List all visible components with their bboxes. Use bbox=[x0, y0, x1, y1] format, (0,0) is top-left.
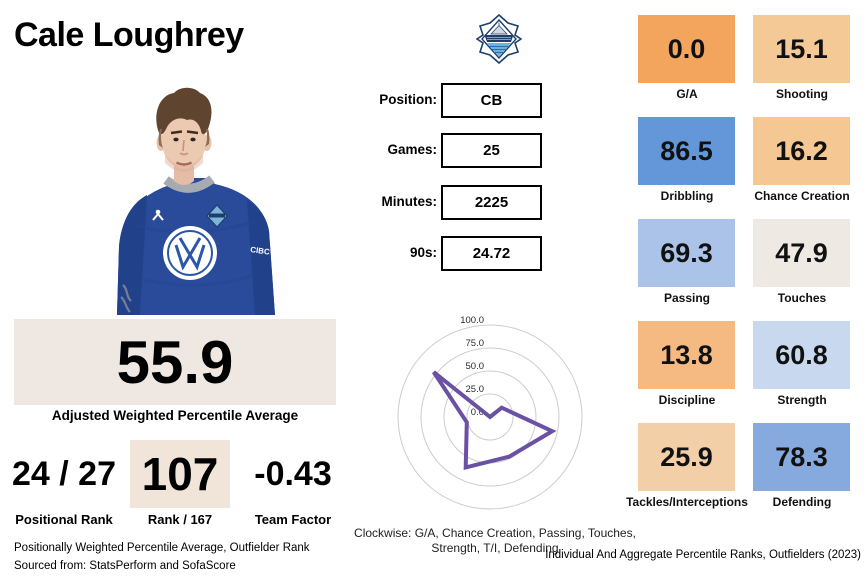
radar-ring-label: 25.0 bbox=[466, 384, 485, 395]
rank-label: Positional Rank bbox=[15, 512, 113, 527]
info-field-label: Games: bbox=[387, 142, 437, 157]
stat-tile-shooting: 15.1 Shooting bbox=[753, 15, 850, 111]
page-title: Cale Loughrey bbox=[14, 16, 244, 54]
rank-value: 107 bbox=[130, 440, 230, 508]
radar-caption-line1: Clockwise: G/A, Chance Creation, Passing… bbox=[354, 526, 636, 540]
info-field-minutes: Minutes: 2225 bbox=[0, 185, 560, 220]
rank-col-team-factor: -0.43 Team Factor bbox=[238, 440, 348, 536]
stat-tile-value: 69.3 bbox=[638, 219, 735, 287]
rank-summary-row: 24 / 27 Positional Rank 107 Rank / 167 -0.43… bbox=[0, 440, 360, 536]
rank-value: -0.43 bbox=[254, 454, 332, 493]
player-photo: CIBC bbox=[95, 85, 320, 315]
radar-caption-line2: Strength, T/I, Defending bbox=[431, 541, 559, 555]
info-field-games: Games: 25 bbox=[0, 133, 560, 168]
footer-methodology-text: Positionally Weighted Percentile Average… bbox=[14, 542, 310, 554]
info-field-position: Position: CB bbox=[0, 83, 560, 118]
weighted-percentile-average-label: Adjusted Weighted Percentile Average bbox=[51, 408, 299, 423]
weighted-percentile-average-value: 55.9 bbox=[14, 319, 336, 405]
stat-tile-value: 25.9 bbox=[638, 423, 735, 491]
footer-dataset-text: Individual And Aggregate Percentile Rank… bbox=[545, 549, 861, 561]
stat-tile-label: Discipline bbox=[658, 393, 716, 407]
stat-tile-value: 86.5 bbox=[638, 117, 735, 185]
radar-ring-label: 100.0 bbox=[460, 315, 484, 326]
stat-tile-value: 78.3 bbox=[753, 423, 850, 491]
info-field-value-box: 24.72 bbox=[441, 236, 542, 271]
radar-chart: 0.0 25.0 50.0 75.0 100.0 bbox=[397, 315, 583, 510]
info-field-label: Position: bbox=[379, 92, 437, 107]
radar-data-polygon bbox=[432, 370, 557, 470]
radar-grid-ring bbox=[420, 347, 560, 487]
svg-text:CIBC: CIBC bbox=[250, 245, 271, 257]
stat-tile-label: Passing bbox=[663, 291, 711, 305]
stat-tile-defending: 78.3 Defending bbox=[753, 423, 850, 519]
stat-tile-dribbling: 86.5 Dribbling bbox=[638, 117, 735, 213]
info-field-label: 90s: bbox=[409, 245, 437, 260]
radar-ring-label: 50.0 bbox=[466, 361, 485, 372]
stat-tile-discipline: 13.8 Discipline bbox=[638, 321, 735, 417]
info-field-value-box: 25 bbox=[441, 133, 542, 168]
stat-tile-value: 15.1 bbox=[753, 15, 850, 83]
stat-tile-label: Chance Creation bbox=[754, 189, 850, 203]
rank-col-rank-167: 107 Rank / 167 bbox=[130, 440, 230, 536]
radar-ring-label: 0.0 bbox=[471, 407, 484, 418]
stat-tile-label: Defending bbox=[772, 495, 832, 509]
stat-tile-grid: 0.0 G/A 15.1 Shooting 86.5 Dribbling 16.2 Chanc… bbox=[626, 15, 853, 515]
stat-tile-chance-creation: 16.2 Chance Creation bbox=[753, 117, 850, 213]
player-info-fields: Position: CB Games: 25 Minutes: 2225 90s: 24.72 bbox=[0, 83, 560, 273]
club-badge-icon bbox=[475, 13, 523, 65]
stat-tile-strength: 60.8 Strength bbox=[753, 321, 850, 417]
stat-tile-g-a: 0.0 G/A bbox=[638, 15, 735, 111]
radar-grid-ring bbox=[397, 324, 583, 510]
radar-grid-ring bbox=[466, 393, 514, 441]
rank-value: 24 / 27 bbox=[12, 454, 116, 493]
info-field-label: Minutes: bbox=[381, 194, 438, 209]
rank-label: Team Factor bbox=[254, 512, 332, 527]
stat-tile-touches: 47.9 Touches bbox=[753, 219, 850, 315]
stat-tile-value: 47.9 bbox=[753, 219, 850, 287]
stat-tile-passing: 69.3 Passing bbox=[638, 219, 735, 315]
info-field-90s: 90s: 24.72 bbox=[0, 236, 560, 271]
stat-tile-label: G/A bbox=[676, 87, 698, 101]
stat-tile-value: 60.8 bbox=[753, 321, 850, 389]
info-field-value-box: CB bbox=[441, 83, 542, 118]
radar-ring-label: 75.0 bbox=[466, 338, 485, 349]
stat-tile-label: Touches bbox=[777, 291, 827, 305]
stat-tile-value: 13.8 bbox=[638, 321, 735, 389]
stat-tile-label: Shooting bbox=[776, 87, 828, 101]
stat-tile-label: Tackles/Interceptions bbox=[626, 495, 748, 509]
stat-tile-value: 16.2 bbox=[753, 117, 850, 185]
stat-tile-value: 0.0 bbox=[638, 15, 735, 83]
footer-source-text: Sourced from: StatsPerform and SofaScore bbox=[14, 560, 236, 572]
info-field-value-box: 2225 bbox=[441, 185, 542, 220]
stat-tile-label: Dribbling bbox=[660, 189, 714, 203]
stat-tile-label: Strength bbox=[777, 393, 827, 407]
stat-tile-tackles-interceptions: 25.9 Tackles/Interceptions bbox=[626, 423, 748, 519]
radar-caption: Clockwise: G/A, Chance Creation, Passing… bbox=[345, 526, 645, 556]
rank-label: Rank / 167 bbox=[147, 512, 213, 527]
rank-col-positional-rank: 24 / 27 Positional Rank bbox=[4, 440, 124, 536]
